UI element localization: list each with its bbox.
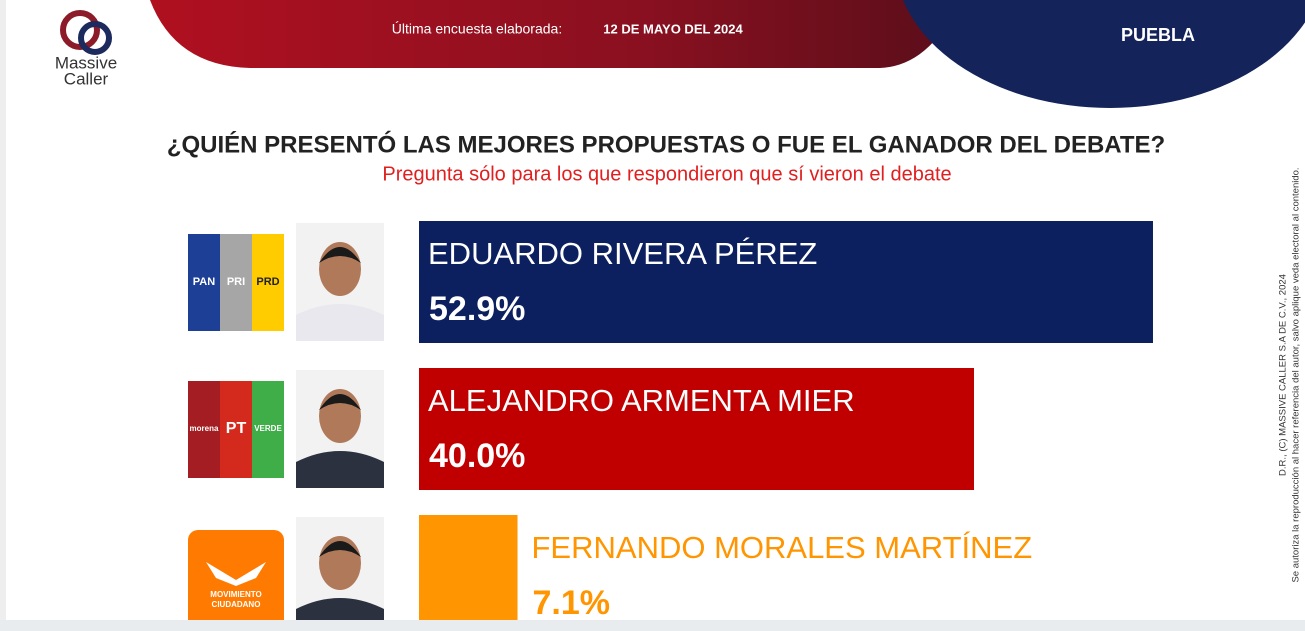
rows: EDUARDO RIVERA PÉREZ 52.9% PAN PRI PRD ALEJAN… (188, 221, 1153, 631)
photo-hair (319, 247, 361, 263)
chart-subtitle: Pregunta sólo para los que respondieron … (382, 163, 951, 185)
candidate-name: FERNANDO MORALES MARTÍNEZ (532, 530, 1033, 565)
left-edge (0, 0, 6, 631)
bottom-strip (0, 620, 1305, 631)
bar (419, 515, 518, 631)
value-label: 7.1% (533, 584, 611, 622)
photo-body (296, 304, 384, 341)
brand-name: Caller (64, 69, 109, 88)
copyright: Se autoriza la reproducción al hacer ref… (1291, 167, 1302, 582)
chart-title: ¿QUIÉN PRESENTÓ LAS MEJORES PROPUESTAS O… (167, 130, 1165, 158)
party-name: CIUDADANO (212, 600, 261, 609)
party-name: MOVIMIENTO (210, 590, 261, 599)
party-emblem (206, 562, 266, 586)
copyright: D.R., (C) MASSIVE CALLER S.A DE C.V., 20… (1278, 274, 1289, 476)
party-stripe (220, 234, 252, 331)
party-name: PRI (227, 276, 245, 288)
bar (419, 221, 1153, 343)
value-label: 52.9% (429, 290, 525, 328)
photo-hair (319, 394, 361, 410)
survey-label: Última encuesta elaborada: (392, 21, 562, 37)
party-name: morena (190, 424, 219, 433)
candidate-name: ALEJANDRO ARMENTA MIER (428, 383, 855, 418)
brand-name: Massive (55, 53, 117, 72)
logo-ring (78, 21, 112, 55)
party-stripe (252, 234, 284, 331)
photo-hair (319, 541, 361, 557)
region-badge (903, 0, 1305, 108)
brand-logo: Massive Caller (55, 10, 117, 88)
value-label: 40.0% (429, 437, 525, 475)
party-name: PRD (256, 276, 279, 288)
candidate-name: EDUARDO RIVERA PÉREZ (428, 236, 817, 271)
party-name: PT (226, 420, 247, 437)
region: PUEBLA (1121, 25, 1195, 45)
party-stripe (252, 381, 284, 478)
party-name: VERDE (254, 424, 282, 433)
photo-body (296, 451, 384, 488)
bar (419, 368, 974, 490)
party-stripe (188, 234, 220, 331)
survey-date: 12 DE MAYO DEL 2024 (603, 21, 743, 36)
logo-ring (60, 10, 100, 50)
header-band (150, 0, 960, 68)
party-stripe (220, 381, 252, 478)
party-stripe (188, 381, 220, 478)
party-name: PAN (193, 276, 215, 288)
